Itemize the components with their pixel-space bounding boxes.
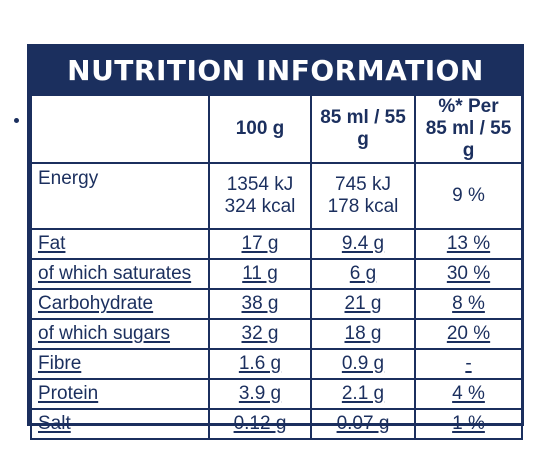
- nutrient-label: Fat: [30, 228, 210, 260]
- header-per-serving: 85 ml / 55 g: [310, 94, 416, 164]
- nutrient-per-100g: 32 g: [208, 318, 312, 350]
- label-title: NUTRITION INFORMATION: [30, 47, 521, 94]
- nutrient-per-100g: 0.12 g: [208, 408, 312, 440]
- energy-per-serving-kcal: 178 kcal: [327, 196, 399, 217]
- nutrient-row-fat: Fat 17 g 9.4 g 13 %: [30, 228, 523, 260]
- nutrient-per-serving: 21 g: [310, 288, 416, 320]
- energy-ri: 9 %: [414, 162, 523, 230]
- header-ri-line1: %* Per: [438, 96, 499, 117]
- nutrient-per-100g: 1.6 g: [208, 348, 312, 380]
- nutrient-ri: 8 %: [414, 288, 523, 320]
- nutrient-ri: 20 %: [414, 318, 523, 350]
- header-blank-cell: [30, 94, 210, 164]
- energy-per-serving: 745 kJ 178 kcal: [310, 162, 416, 230]
- nutrient-ri: 30 %: [414, 258, 523, 290]
- nutrient-per-serving: 6 g: [310, 258, 416, 290]
- nutrition-label: NUTRITION INFORMATION 100 g 85 ml / 55 g…: [27, 44, 524, 440]
- nutrient-per-100g: 11 g: [208, 258, 312, 290]
- nutrient-per-serving: 9.4 g: [310, 228, 416, 260]
- energy-per-100g-kj: 1354 kJ: [226, 174, 294, 195]
- nutrient-per-100g: 38 g: [208, 288, 312, 320]
- nutrient-label: Protein: [30, 378, 210, 410]
- energy-per-serving-kj: 745 kJ: [335, 174, 391, 195]
- nutrient-per-serving: 2.1 g: [310, 378, 416, 410]
- energy-row: Energy 1354 kJ 324 kcal 745 kJ 178 kcal …: [30, 162, 523, 230]
- nutrient-per-serving: 18 g: [310, 318, 416, 350]
- nutrient-ri: 13 %: [414, 228, 523, 260]
- nutrient-per-serving: 0.07 g: [310, 408, 416, 440]
- nutrient-row-carbohydrate: Carbohydrate 38 g 21 g 8 %: [30, 288, 523, 320]
- nutrient-ri: -: [414, 348, 523, 380]
- header-ri-line2: 85 ml / 55 g: [425, 118, 512, 161]
- nutrient-ri: 1 %: [414, 408, 523, 440]
- header-ri-percent: %* Per 85 ml / 55 g: [414, 94, 523, 164]
- nutrition-table: 100 g 85 ml / 55 g %* Per 85 ml / 55 g E…: [30, 94, 523, 440]
- nutrient-row-sugars: of which sugars 32 g 18 g 20 %: [30, 318, 523, 350]
- nutrient-row-fibre: Fibre 1.6 g 0.9 g -: [30, 348, 523, 380]
- nutrient-row-protein: Protein 3.9 g 2.1 g 4 %: [30, 378, 523, 410]
- header-per-100g: 100 g: [208, 94, 312, 164]
- nutrient-per-100g: 3.9 g: [208, 378, 312, 410]
- header-row: 100 g 85 ml / 55 g %* Per 85 ml / 55 g: [30, 94, 523, 164]
- nutrient-row-saturates: of which saturates 11 g 6 g 30 %: [30, 258, 523, 290]
- nutrient-row-salt: Salt 0.12 g 0.07 g 1 %: [30, 408, 523, 440]
- nutrient-per-serving: 0.9 g: [310, 348, 416, 380]
- nutrient-label: Fibre: [30, 348, 210, 380]
- bullet-dot: [14, 118, 19, 123]
- energy-per-100g-kcal: 324 kcal: [224, 196, 296, 217]
- nutrient-per-100g: 17 g: [208, 228, 312, 260]
- energy-per-100g: 1354 kJ 324 kcal: [208, 162, 312, 230]
- nutrient-label: Salt: [30, 408, 210, 440]
- nutrient-label: of which saturates: [30, 258, 210, 290]
- energy-label: Energy: [30, 162, 210, 230]
- nutrient-label: of which sugars: [30, 318, 210, 350]
- nutrient-label: Carbohydrate: [30, 288, 210, 320]
- nutrient-ri: 4 %: [414, 378, 523, 410]
